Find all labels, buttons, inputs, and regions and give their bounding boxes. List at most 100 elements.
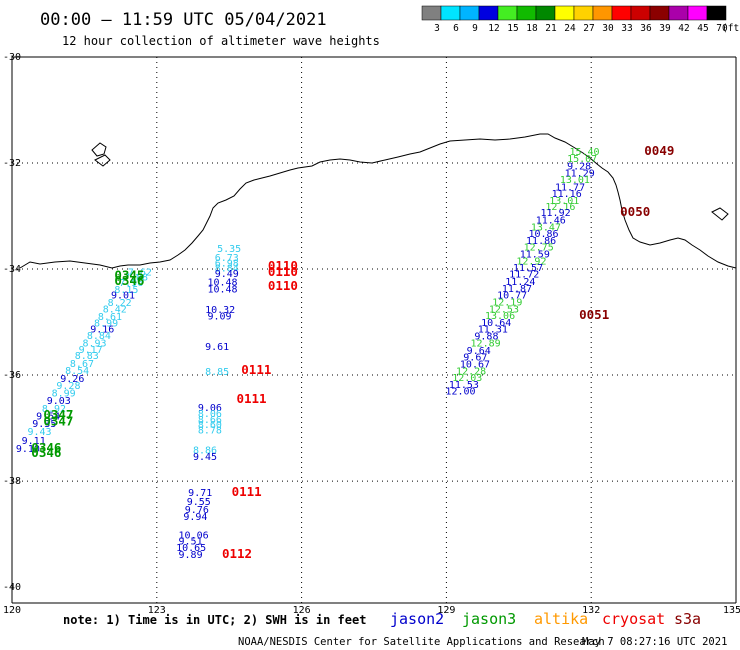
longitude-tick-label: 123 [148, 605, 166, 616]
pass-time-label: 0112 [222, 546, 252, 561]
swh-value: 9.06 [198, 403, 222, 414]
pass-time-label: 0110 [268, 278, 298, 293]
latitude-tick-label: -36 [3, 370, 21, 381]
swh-value: 10.32 [205, 305, 235, 316]
swh-value: 11.57 [513, 263, 543, 274]
swh-value: 8.22 [108, 298, 132, 309]
swh-value: 8.84 [87, 331, 111, 342]
swh-value: 11.29 [565, 168, 595, 179]
swh-value: 9.11 [22, 436, 46, 447]
swh-value: 7.96 [119, 278, 143, 289]
legend-label: 27 [583, 23, 594, 34]
legend-label: 36 [640, 23, 652, 34]
pass-time-label: 0111 [236, 391, 266, 406]
swh-value: 13.01 [560, 175, 590, 186]
swh-value: 10.77 [497, 291, 527, 302]
swh-value: 8.92 [42, 404, 66, 415]
swh-value: 6.73 [215, 253, 239, 264]
swh-value: 9.43 [27, 427, 51, 438]
legend-label: 15 [507, 23, 518, 34]
swh-value: 9.49 [215, 269, 239, 280]
swh-value: 9.88 [474, 332, 498, 343]
longitude-labels: 120 123 126 129 132 135 [3, 605, 740, 616]
satellite-name-jason2: jason2 [390, 610, 444, 628]
pass-time-label: 0347 [43, 413, 73, 428]
swh-value: 11.92 [541, 208, 571, 219]
swh-value: 7.88 [124, 273, 148, 284]
swh-value: 12.92 [516, 256, 546, 267]
latitude-tick-label: -34 [3, 264, 21, 275]
swh-value: 9.94 [183, 512, 207, 523]
swh-value: 5.35 [217, 244, 241, 255]
swh-value: 11.24 [505, 277, 535, 288]
swh-value: 9.10 [16, 444, 40, 455]
swh-value: 9.76 [185, 505, 209, 516]
swh-value: 8.67 [70, 359, 94, 370]
pass-time-label: 0051 [579, 307, 609, 322]
swh-value: 10.06 [179, 530, 209, 541]
legend-label: 70 [716, 23, 728, 34]
swh-value: 12.00 [445, 387, 475, 398]
swh-value: 9.03 [47, 396, 71, 407]
swh-value: 8.93 [82, 338, 106, 349]
legend-label: 18 [526, 23, 538, 34]
swh-value: 12.03 [452, 373, 482, 384]
swh-value: 9.55 [187, 497, 211, 508]
swh-value: 10.48 [207, 284, 237, 295]
legend-unit: (ft) [722, 23, 740, 34]
legend-label: 33 [621, 23, 632, 34]
legend-swatch [459, 5, 480, 21]
swh-value: 8.83 [75, 351, 99, 362]
swh-value: 8.78 [198, 425, 222, 436]
swh-value: 8.60 [198, 420, 222, 431]
credit-org: NOAA/NESDIS Center for Satellite Applica… [238, 636, 605, 648]
legend-label: 9 [472, 23, 478, 34]
legend-swatch [592, 5, 613, 21]
swh-value: 9.61 [205, 342, 229, 353]
satellite-name-jason3: jason3 [462, 610, 516, 628]
graticule [12, 57, 736, 603]
legend-swatch [611, 5, 632, 21]
swh-value: 10.48 [207, 277, 237, 288]
swh-value: 8.15 [114, 285, 138, 296]
swh-value: 6.98 [215, 258, 239, 269]
swh-value: 8.84 [215, 264, 239, 275]
pass-time-label: 0110 [268, 258, 298, 273]
island-shape [94, 154, 111, 167]
island-shape [91, 142, 107, 157]
pass-time-label: 0049 [644, 143, 674, 158]
swh-value: 10.67 [460, 360, 490, 371]
australia-coastline [19, 133, 737, 269]
swh-value: 11.53 [449, 380, 479, 391]
legend-swatch [535, 5, 556, 21]
map-frame [11, 56, 737, 604]
legend-swatch [497, 5, 518, 21]
swh-value: 9.35 [32, 419, 56, 430]
legend-label: 45 [697, 23, 708, 34]
swh-value: 8.61 [98, 312, 122, 323]
swh-value: 11.77 [555, 183, 585, 194]
swh-value: 10.86 [528, 229, 558, 240]
satellite-name-s3a: s3a [674, 610, 701, 628]
legend-swatch [687, 5, 708, 21]
swh-value: 8.54 [65, 366, 89, 377]
pass-time-label: 0111 [232, 484, 262, 499]
swh-value: 15.07 [567, 154, 597, 165]
latitude-tick-label: -40 [3, 582, 21, 593]
credit-timestamp: May 7 08:27:16 UTC 2021 [582, 636, 727, 648]
swh-value: 9.54 [36, 412, 60, 423]
swh-value: 11.86 [526, 236, 556, 247]
satellite-name-altika: altika [534, 610, 588, 628]
legend-swatch [649, 5, 670, 21]
swh-value: 10.65 [176, 543, 206, 554]
swh-value: 12.28 [456, 367, 486, 378]
longitude-tick-label: 126 [293, 605, 311, 616]
longitude-tick-label: 135 [723, 605, 740, 616]
swh-value: 8.85 [205, 367, 229, 378]
pass-time-label: 0346 [114, 273, 144, 288]
swh-value: 11.59 [520, 249, 550, 260]
legend-label: 12 [488, 23, 499, 34]
swh-value: 8.66 [198, 415, 222, 426]
swh-value: 12.19 [492, 298, 522, 309]
legend-swatch [516, 5, 537, 21]
